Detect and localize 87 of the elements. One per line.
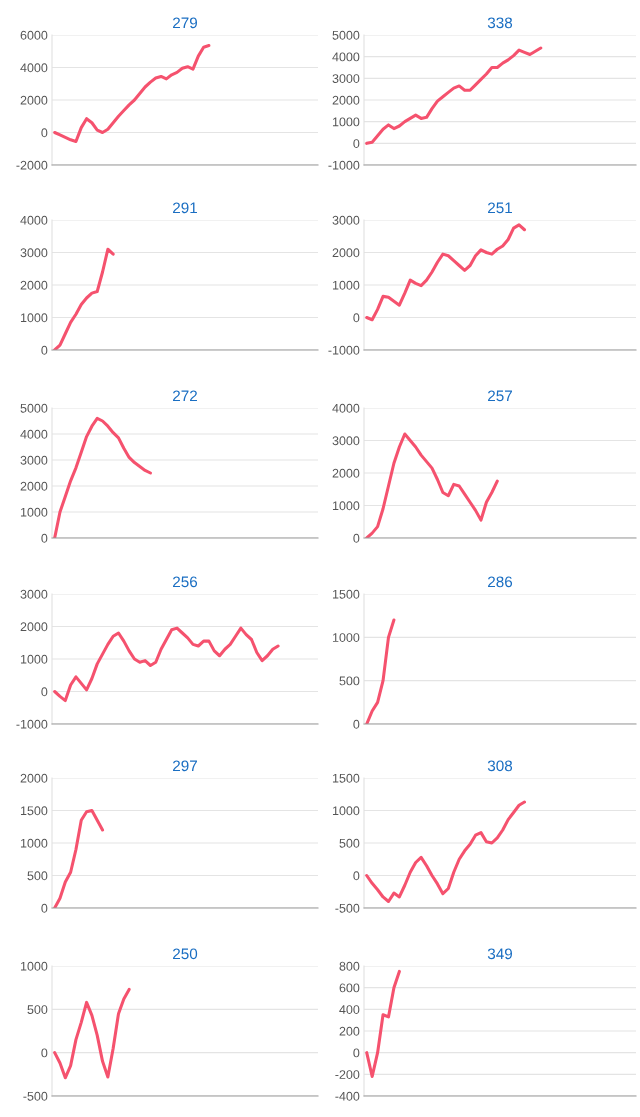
y-tick-label: 3000 [20, 589, 48, 599]
y-tick-label: 3000 [332, 74, 360, 83]
y-tick-label: 1500 [332, 589, 360, 599]
y-tick-label: 3000 [332, 215, 360, 225]
y-tick-label: 200 [339, 1026, 360, 1036]
line-series [53, 626, 280, 703]
line-series [365, 46, 543, 145]
y-tick-label: 0 [353, 1048, 360, 1058]
y-tick-label: 4000 [332, 52, 360, 62]
y-tick-label: 5000 [332, 30, 360, 40]
line-series [365, 969, 401, 1079]
chart-title: 286 [488, 576, 513, 588]
y-tick-label: 4000 [332, 403, 360, 413]
chart-title: 251 [488, 202, 512, 214]
y-tick-label: 0 [41, 345, 48, 355]
y-tick-label: 2000 [20, 280, 48, 290]
y-tick-label: 1000 [332, 501, 360, 511]
line-series [365, 618, 396, 724]
line-series [53, 987, 131, 1080]
y-tick-label: 0 [41, 903, 48, 913]
y-tick-label: 0 [353, 533, 360, 543]
y-tick-label: 1000 [20, 313, 48, 323]
y-tick-label: 1000 [332, 280, 360, 290]
y-tick-label: 3000 [20, 455, 48, 465]
y-tick-label: -500 [23, 1091, 48, 1101]
chart-title: 272 [173, 390, 197, 402]
y-tick-label: 2000 [332, 468, 360, 478]
chart-title: 297 [173, 760, 197, 772]
line-series [365, 800, 527, 904]
y-tick-label: 4000 [20, 63, 48, 73]
line-series [365, 432, 499, 538]
y-tick-label: 3000 [20, 248, 48, 258]
y-tick-label: -1000 [328, 345, 360, 355]
chart-title: 338 [487, 17, 513, 29]
y-tick-label: -500 [335, 903, 360, 913]
y-tick-label: 2000 [332, 248, 360, 258]
y-tick-label: 1000 [332, 806, 360, 816]
y-tick-label: 5000 [20, 403, 48, 413]
y-tick-label: 0 [41, 687, 48, 697]
y-tick-label: 0 [41, 1048, 48, 1058]
line-series [53, 416, 152, 538]
y-tick-label: 400 [339, 1005, 360, 1014]
y-tick-label: 1000 [20, 961, 48, 971]
chart-title: 291 [173, 202, 197, 214]
chart-title: 256 [173, 576, 198, 588]
y-tick-label: 1000 [20, 654, 48, 664]
y-tick-label: 2000 [20, 95, 48, 105]
y-tick-label: 1500 [332, 773, 360, 783]
y-tick-label: 1000 [20, 838, 48, 848]
y-tick-label: 1000 [332, 633, 360, 642]
chart-title: 257 [488, 390, 512, 402]
y-tick-label: -1000 [328, 160, 360, 170]
chart-title: 279 [173, 17, 198, 29]
y-tick-label: 600 [339, 983, 360, 993]
y-tick-label: 0 [353, 313, 360, 323]
y-tick-label: -1000 [16, 719, 48, 729]
chart-title: 349 [487, 948, 513, 960]
chart-title: 250 [173, 948, 198, 960]
y-tick-label: 1000 [332, 117, 360, 127]
y-tick-label: 2000 [332, 95, 360, 105]
y-tick-label: 3000 [332, 436, 360, 446]
y-tick-label: 500 [339, 676, 360, 686]
y-tick-label: 800 [339, 961, 360, 971]
y-tick-label: 2000 [20, 622, 48, 632]
y-tick-label: 0 [353, 871, 360, 881]
y-tick-label: -2000 [16, 160, 48, 170]
y-tick-label: 2000 [20, 773, 48, 783]
chart-title: 308 [487, 760, 513, 772]
y-tick-label: 4000 [20, 429, 48, 439]
y-tick-label: 500 [339, 838, 360, 848]
y-tick-label: 1500 [20, 806, 48, 816]
y-tick-label: 500 [27, 871, 48, 881]
y-tick-label: -400 [335, 1091, 360, 1101]
line-series [53, 808, 105, 908]
line-series [53, 247, 115, 350]
y-tick-label: 0 [353, 139, 360, 148]
y-tick-label: 500 [27, 1005, 48, 1014]
y-tick-label: 2000 [20, 481, 48, 491]
y-tick-label: -200 [335, 1070, 360, 1079]
y-tick-label: 0 [41, 533, 48, 543]
y-tick-label: 1000 [20, 507, 48, 517]
line-series [365, 223, 527, 322]
line-series [53, 44, 211, 143]
y-tick-label: 0 [353, 719, 360, 729]
y-tick-label: 0 [41, 128, 48, 138]
y-tick-label: 6000 [20, 30, 48, 40]
y-tick-label: 4000 [20, 215, 48, 225]
